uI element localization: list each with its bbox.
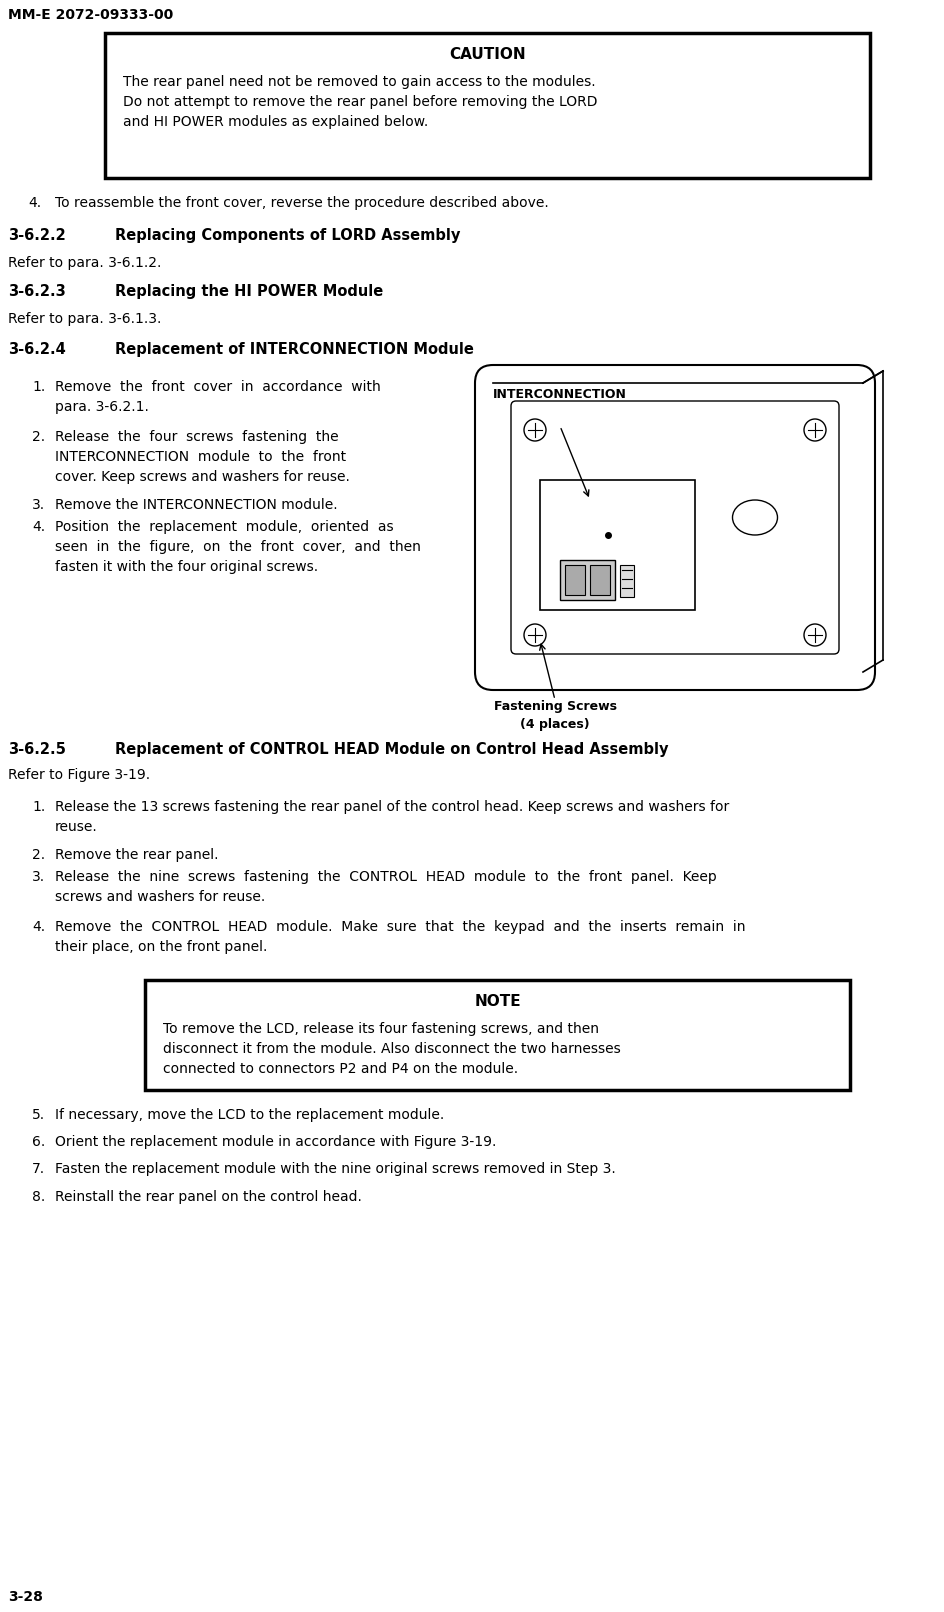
Bar <box>619 564 633 596</box>
Text: Release the 13 screws fastening the rear panel of the control head. Keep screws : Release the 13 screws fastening the rear… <box>55 800 729 833</box>
Bar <box>539 480 694 609</box>
Text: 4.: 4. <box>28 197 42 210</box>
Text: 4.: 4. <box>32 521 45 534</box>
Text: Replacing the HI POWER Module: Replacing the HI POWER Module <box>115 284 383 298</box>
Text: 5.: 5. <box>32 1107 45 1122</box>
Text: To remove the LCD, release its four fastening screws, and then
disconnect it fro: To remove the LCD, release its four fast… <box>162 1022 620 1077</box>
Text: Remove the rear panel.: Remove the rear panel. <box>55 848 218 862</box>
Circle shape <box>803 624 825 646</box>
Text: Replacement of INTERCONNECTION Module: Replacement of INTERCONNECTION Module <box>115 342 473 356</box>
Bar <box>105 32 869 177</box>
Text: 7.: 7. <box>32 1162 45 1177</box>
Bar <box>560 559 615 600</box>
Text: To reassemble the front cover, reverse the procedure described above.: To reassemble the front cover, reverse t… <box>55 197 548 210</box>
Text: 3-6.2.4: 3-6.2.4 <box>8 342 66 356</box>
Bar <box>589 564 610 595</box>
Bar <box>565 564 584 595</box>
Text: Refer to para. 3-6.1.2.: Refer to para. 3-6.1.2. <box>8 256 161 269</box>
Text: The rear panel need not be removed to gain access to the modules.
Do not attempt: The rear panel need not be removed to ga… <box>123 76 597 129</box>
Text: 2.: 2. <box>32 848 45 862</box>
Text: Replacing Components of LORD Assembly: Replacing Components of LORD Assembly <box>115 227 460 243</box>
Text: CAUTION: CAUTION <box>448 47 525 61</box>
Text: Release  the  nine  screws  fastening  the  CONTROL  HEAD  module  to  the  fron: Release the nine screws fastening the CO… <box>55 870 716 904</box>
Text: Remove  the  front  cover  in  accordance  with
para. 3-6.2.1.: Remove the front cover in accordance wit… <box>55 380 380 414</box>
Text: Position  the  replacement  module,  oriented  as
seen  in  the  figure,  on  th: Position the replacement module, oriente… <box>55 521 420 574</box>
Text: INTERCONNECTION: INTERCONNECTION <box>493 388 626 401</box>
Text: Module: Module <box>533 406 585 419</box>
Text: 3.: 3. <box>32 498 45 513</box>
FancyBboxPatch shape <box>475 364 874 690</box>
Text: Fasten the replacement module with the nine original screws removed in Step 3.: Fasten the replacement module with the n… <box>55 1162 615 1177</box>
Text: MM-E 2072-09333-00: MM-E 2072-09333-00 <box>8 8 173 23</box>
Text: 3.: 3. <box>32 870 45 883</box>
Circle shape <box>523 624 546 646</box>
Text: Replacement of CONTROL HEAD Module on Control Head Assembly: Replacement of CONTROL HEAD Module on Co… <box>115 742 667 758</box>
Text: 4.: 4. <box>32 920 45 933</box>
Text: NOTE: NOTE <box>474 995 520 1009</box>
Bar <box>144 980 849 1090</box>
Ellipse shape <box>732 500 777 535</box>
Text: 3-6.2.5: 3-6.2.5 <box>8 742 66 758</box>
Text: 2.: 2. <box>32 430 45 443</box>
Text: 6.: 6. <box>32 1135 45 1149</box>
FancyBboxPatch shape <box>513 403 836 651</box>
Circle shape <box>523 419 546 442</box>
FancyBboxPatch shape <box>511 401 838 654</box>
Text: 3-6.2.2: 3-6.2.2 <box>8 227 66 243</box>
Text: 3-6.2.3: 3-6.2.3 <box>8 284 66 298</box>
Text: Remove the INTERCONNECTION module.: Remove the INTERCONNECTION module. <box>55 498 337 513</box>
Text: Fastening Screws: Fastening Screws <box>493 700 615 713</box>
Text: Refer to Figure 3-19.: Refer to Figure 3-19. <box>8 767 150 782</box>
Text: Reinstall the rear panel on the control head.: Reinstall the rear panel on the control … <box>55 1190 362 1204</box>
Text: Release  the  four  screws  fastening  the
INTERCONNECTION  module  to  the  fro: Release the four screws fastening the IN… <box>55 430 349 484</box>
Text: (4 places): (4 places) <box>519 717 589 730</box>
Text: 8.: 8. <box>32 1190 45 1204</box>
Text: Refer to para. 3-6.1.3.: Refer to para. 3-6.1.3. <box>8 313 161 326</box>
Text: 1.: 1. <box>32 380 45 393</box>
Circle shape <box>803 419 825 442</box>
Text: 3-28: 3-28 <box>8 1589 42 1604</box>
Text: 1.: 1. <box>32 800 45 814</box>
Text: Orient the replacement module in accordance with Figure 3-19.: Orient the replacement module in accorda… <box>55 1135 496 1149</box>
FancyBboxPatch shape <box>511 401 838 654</box>
Text: Remove  the  CONTROL  HEAD  module.  Make  sure  that  the  keypad  and  the  in: Remove the CONTROL HEAD module. Make sur… <box>55 920 745 954</box>
Text: If necessary, move the LCD to the replacement module.: If necessary, move the LCD to the replac… <box>55 1107 444 1122</box>
